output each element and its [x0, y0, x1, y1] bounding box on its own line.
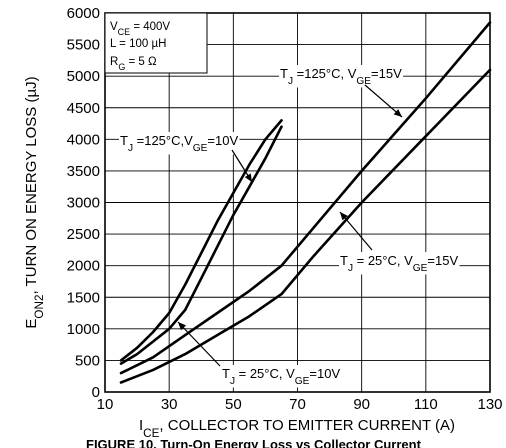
label-part-1: J	[348, 263, 353, 274]
series-label-bg-3	[339, 252, 460, 275]
label-part-4: =10V	[207, 133, 238, 148]
label-part-1: J	[230, 376, 235, 387]
y-tick-label: 1000	[67, 321, 100, 338]
label-part-2: = 25°C, V	[235, 366, 295, 381]
plot-frame	[104, 12, 491, 393]
y-tick-label: 6000	[67, 5, 100, 22]
curves	[119, 21, 492, 384]
y-tick-label: 2000	[67, 258, 100, 275]
label-part-1: G	[118, 62, 125, 72]
series-label-bg-2	[279, 65, 404, 88]
label-part-2: , COLLECTOR TO EMITTER CURRENT (A)	[159, 417, 455, 434]
series-line-2	[119, 21, 492, 375]
label-part-2: = 25°C, V	[353, 253, 413, 268]
series-arrowhead-1	[178, 322, 187, 331]
label-part-3: GE	[193, 143, 208, 154]
series-label-bg-1	[221, 365, 342, 388]
label-part-0: T	[120, 133, 128, 148]
x-tick-label: 10	[97, 396, 114, 413]
label-part-4: =15V	[427, 253, 458, 268]
x-axis-label: ICE, COLLECTOR TO EMITTER CURRENT (A)	[139, 417, 455, 440]
y-tick-label: 500	[75, 352, 100, 369]
x-tick-label: 90	[353, 396, 370, 413]
condition-gate-resistance: RG = 5 Ω	[110, 56, 157, 72]
label-part-0: L = 100 µH	[110, 38, 166, 50]
series-label-bg-0	[119, 132, 240, 155]
condition-vce: VCE = 400V	[110, 21, 170, 37]
figure-caption: FIGURE 10. Turn-On Energy Loss vs Collec…	[86, 437, 422, 448]
series-line-0	[119, 119, 283, 362]
y-tick-label: 4500	[67, 100, 100, 117]
label-part-0: I	[139, 417, 143, 434]
y-axis-label: EON2, TURN ON ENERGY LOSS (µJ)	[23, 76, 46, 328]
y-tick-label: 3500	[67, 163, 100, 180]
label-part-0: T	[280, 66, 288, 81]
label-part-0: V	[110, 21, 118, 33]
label-part-4: =15V	[371, 66, 402, 81]
conditions-box: VCE = 400V L = 100 µH RG = 5 Ω	[104, 12, 208, 74]
label-part-1: CE	[143, 427, 159, 440]
x-tick-label: 30	[161, 396, 178, 413]
series-label-3: TJ = 25°C, VGE=15V	[340, 253, 458, 274]
y-tick-label: 1500	[67, 289, 100, 306]
label-part-1: ON2	[33, 295, 46, 319]
x-tick-label: 70	[289, 396, 306, 413]
x-tick-label: 50	[225, 396, 242, 413]
x-tick-label: 110	[414, 396, 438, 413]
label-part-0: R	[110, 56, 118, 68]
condition-inductance: L = 100 µH	[110, 38, 166, 50]
label-part-1: J	[288, 76, 293, 87]
y-tick-label: 2500	[67, 226, 100, 243]
series-label-2: TJ =125°C, VGE=15V	[280, 66, 402, 87]
label-part-1: J	[128, 143, 133, 154]
series-arrowhead-2	[393, 109, 402, 117]
series-line-3	[119, 68, 492, 384]
label-part-2: = 400V	[130, 21, 170, 33]
series-leader-3	[339, 211, 373, 251]
label-part-0: T	[222, 366, 230, 381]
label-part-2: =125°C,V	[133, 133, 193, 148]
series-label-1: TJ = 25°C, VGE=10V	[222, 366, 340, 387]
label-part-3: GE	[295, 376, 310, 387]
label-part-2: = 5 Ω	[125, 56, 157, 68]
y-tick-label: 0	[92, 384, 100, 401]
label-part-4: =10V	[309, 366, 340, 381]
label-part-3: GE	[413, 263, 428, 274]
label-part-2: , TURN ON ENERGY LOSS (µJ)	[23, 76, 40, 294]
label-part-1: CE	[118, 27, 130, 37]
label-part-3: GE	[356, 76, 371, 87]
series-arrowhead-0	[244, 173, 252, 182]
label-part-0: T	[340, 253, 348, 268]
series-leader-2	[364, 84, 403, 118]
x-tick-label: 130	[477, 396, 502, 413]
conditions-box-frame	[104, 12, 208, 74]
series-label-0: TJ =125°C,VGE=10V	[120, 133, 238, 154]
tick-labels: 10 30 50 70 90 110 130 0 500 1000 1500 2000 2500 3000…	[67, 5, 503, 413]
series-line-1	[119, 125, 283, 365]
label-part-2: =125°C, V	[293, 66, 357, 81]
y-tick-label: 4000	[67, 131, 100, 148]
series-leader-1	[177, 321, 221, 367]
y-tick-label: 5500	[67, 37, 100, 54]
label-part-0: E	[23, 319, 40, 329]
series-arrowhead-3	[340, 212, 348, 221]
y-tick-label: 5000	[67, 68, 100, 85]
y-tick-label: 3000	[67, 195, 100, 212]
